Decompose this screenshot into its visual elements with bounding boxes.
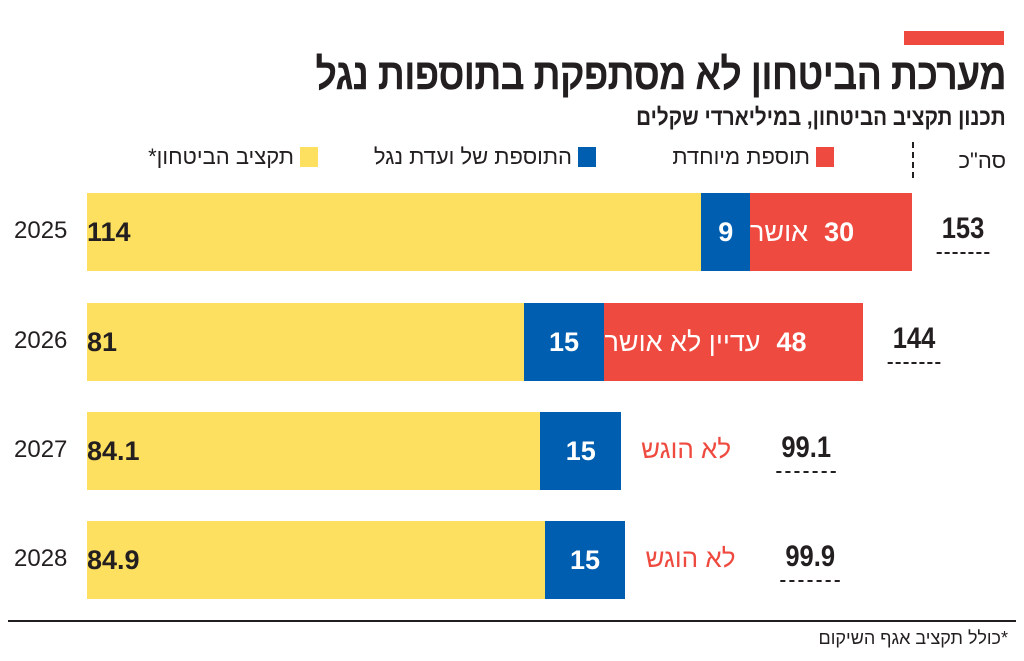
bar-value-label: 15 bbox=[548, 326, 580, 357]
total-value: 144 bbox=[887, 322, 941, 364]
legend-label-budget: תקציב הביטחון* bbox=[148, 144, 294, 169]
not-submitted-note: לא הוגש bbox=[645, 543, 736, 573]
legend-item-budget: תקציב הביטחון* bbox=[148, 144, 318, 170]
bar-budget: 84.1 bbox=[87, 412, 541, 490]
legend-label-nagel: התוספת של ועדת נגל bbox=[373, 144, 572, 169]
approval-note: עדיין לא אושר bbox=[604, 326, 761, 357]
total-header: סה"כ bbox=[958, 148, 1006, 173]
bar-value-label: 114 bbox=[87, 216, 131, 247]
bar-value-label: 81 bbox=[87, 326, 118, 357]
bar-special: 48 עדיין לא אושר bbox=[604, 303, 864, 381]
bar-budget: 81 bbox=[87, 303, 524, 381]
approval-note: אושר bbox=[749, 216, 809, 247]
total-value: 153 bbox=[936, 212, 990, 254]
bar-budget: 84.9 bbox=[87, 521, 545, 599]
bar-value-label: 15 bbox=[565, 435, 596, 466]
total-value: 99.1 bbox=[776, 431, 837, 473]
bar-nagel: 15 bbox=[523, 303, 605, 381]
year-label: 2025 bbox=[14, 217, 68, 244]
bar-budget: 114 bbox=[87, 193, 702, 271]
chart-subtitle: תכנון תקציב הביטחון, במיליארדי שקלים bbox=[636, 104, 1006, 131]
year-label: 2026 bbox=[14, 327, 68, 354]
accent-bar bbox=[904, 31, 1004, 45]
footnote: *כולל תקציב אגף השיקום bbox=[818, 628, 1008, 648]
bar-value-label: 15 bbox=[570, 544, 601, 575]
legend-item-special: תוספת מיוחדת bbox=[672, 144, 834, 170]
bar-nagel: 15 bbox=[544, 521, 626, 599]
bar-value-label: 48 bbox=[776, 326, 807, 357]
bar-nagel: 15 bbox=[540, 412, 622, 490]
year-label: 2028 bbox=[14, 545, 68, 572]
bar-value-label: 30 bbox=[824, 216, 855, 247]
legend-swatch-nagel bbox=[578, 147, 596, 167]
total-value: 99.9 bbox=[780, 540, 841, 582]
legend-swatch-special bbox=[816, 147, 834, 167]
bar-value-label: 9 bbox=[718, 216, 734, 247]
bar-value-label: 84.1 bbox=[87, 435, 140, 466]
baseline-rule bbox=[8, 620, 1016, 622]
bar-value-label: 84.9 bbox=[87, 544, 140, 575]
year-label: 2027 bbox=[14, 436, 68, 463]
legend-label-special: תוספת מיוחדת bbox=[672, 144, 810, 169]
legend-item-nagel: התוספת של ועדת נגל bbox=[374, 144, 596, 170]
bar-nagel: 9 bbox=[701, 193, 750, 271]
bar-special: 30 אושר bbox=[749, 193, 912, 271]
total-separator bbox=[912, 142, 914, 178]
legend-swatch-budget bbox=[300, 147, 318, 167]
chart-title: מערכת הביטחון לא מסתפקת בתוספות נגל bbox=[315, 50, 1007, 99]
not-submitted-note: לא הוגש bbox=[641, 434, 732, 464]
